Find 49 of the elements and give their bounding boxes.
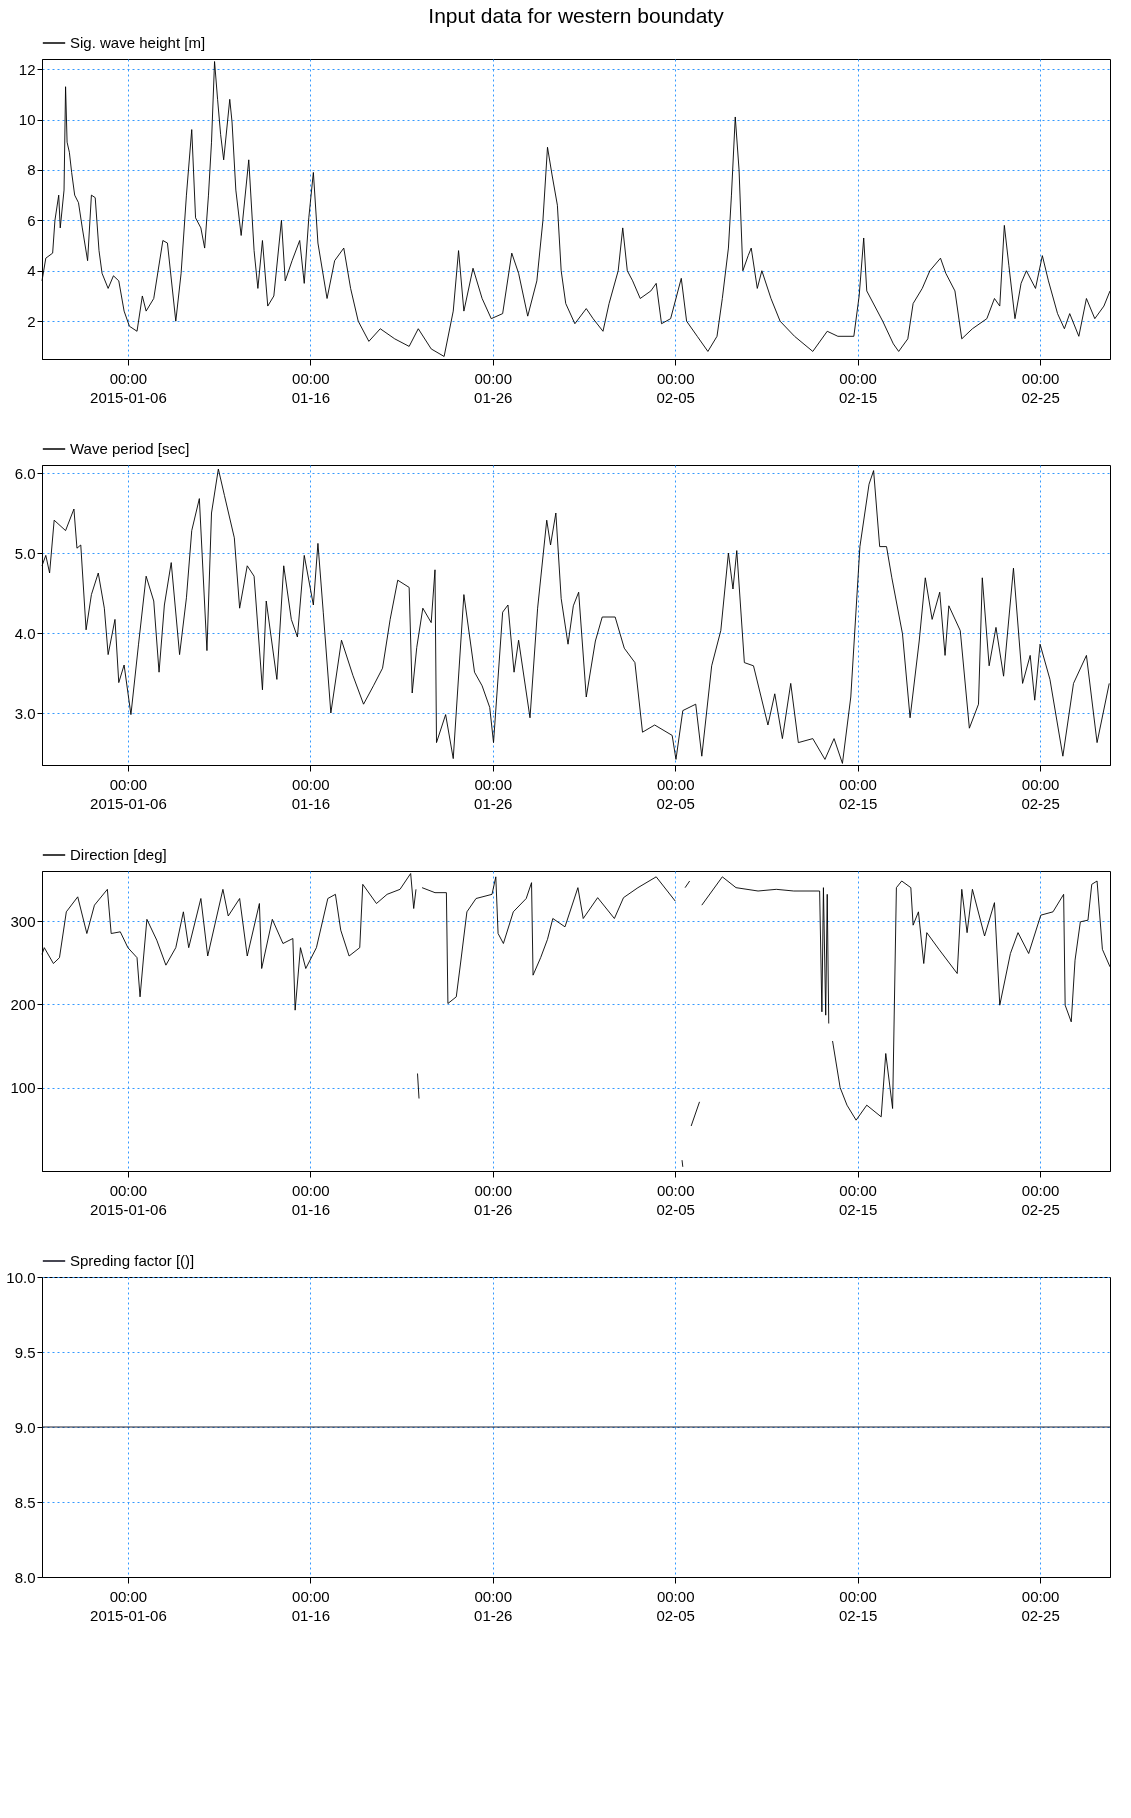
- y-tick-label: 4: [27, 262, 36, 280]
- x-tick-label: 00:00 02-05: [656, 1181, 695, 1218]
- x-tick-label: 00:00 02-05: [656, 1587, 695, 1624]
- x-tick-label: 00:00 01-16: [291, 369, 331, 406]
- y-tick-label: 8.0: [14, 1568, 36, 1586]
- x-tick-label: 00:00 01-16: [291, 1587, 331, 1624]
- x-tick-label: 00:00 2015-01-06: [90, 1587, 167, 1624]
- x-tick-label: 00:00 02-15: [838, 369, 878, 406]
- x-tick-label: 00:00 02-25: [1021, 1587, 1060, 1624]
- y-tick-label: 5.0: [14, 544, 36, 562]
- y-tick-label: 100: [10, 1079, 36, 1097]
- y-tick-label: 9.0: [14, 1418, 36, 1436]
- x-tick-label: 00:00 02-25: [1021, 1181, 1060, 1218]
- line-series: [41, 61, 1111, 357]
- x-tick-label: 00:00 01-16: [291, 775, 331, 812]
- x-tick-label: 00:00 02-25: [1021, 775, 1060, 812]
- x-tick-label: 00:00 02-15: [838, 775, 878, 812]
- y-tick-label: 9.5: [14, 1343, 36, 1361]
- x-tick-label: 00:00 02-05: [656, 775, 695, 812]
- y-tick-label: 200: [10, 995, 36, 1013]
- y-tick-label: 2: [27, 312, 36, 330]
- y-tick-label: 4.0: [14, 624, 36, 642]
- y-tick-label: 6: [27, 211, 36, 229]
- x-tick-label: 00:00 01-26: [474, 1181, 513, 1218]
- x-tick-label: 00:00 2015-01-06: [90, 1181, 167, 1218]
- legend-label: Direction [deg]: [70, 846, 167, 863]
- x-tick-label: 00:00 01-26: [474, 369, 513, 406]
- chart-title: Input data for western boundaty: [428, 4, 725, 27]
- x-tick-label: 00:00 01-26: [474, 1587, 513, 1624]
- y-tick-label: 12: [18, 60, 36, 78]
- y-tick-label: 8.5: [14, 1493, 36, 1511]
- x-tick-label: 00:00 2015-01-06: [90, 775, 167, 812]
- y-tick-label: 3.0: [14, 704, 36, 722]
- y-tick-label: 10.0: [6, 1268, 36, 1286]
- x-tick-label: 00:00 02-15: [838, 1587, 878, 1624]
- line-series: [41, 468, 1110, 764]
- y-tick-label: 10: [18, 111, 36, 128]
- x-tick-label: 00:00 01-16: [291, 1181, 331, 1218]
- x-tick-label: 00:00 02-25: [1021, 369, 1060, 406]
- x-tick-label: 00:00 2015-01-06: [90, 369, 167, 406]
- x-tick-label: 00:00 01-26: [474, 775, 513, 812]
- y-tick-label: 8: [27, 161, 36, 179]
- y-tick-label: 300: [10, 912, 36, 930]
- legend-label: Wave period [sec]: [70, 440, 190, 457]
- legend-label: Spreding factor [()]: [70, 1252, 195, 1269]
- x-tick-label: 00:00 02-15: [838, 1181, 878, 1218]
- y-tick-label: 6.0: [14, 464, 36, 482]
- x-tick-label: 00:00 02-05: [656, 369, 695, 406]
- legend-label: Sig. wave height [m]: [70, 34, 206, 51]
